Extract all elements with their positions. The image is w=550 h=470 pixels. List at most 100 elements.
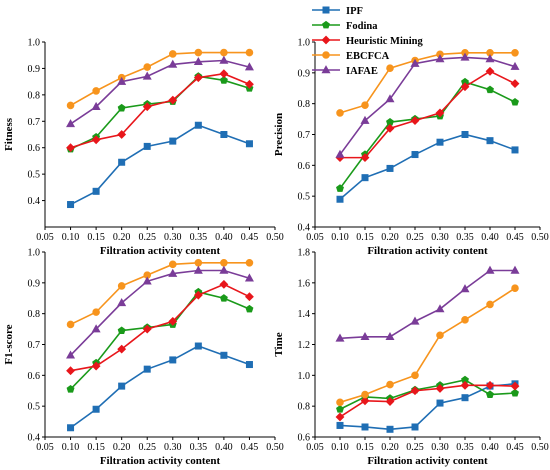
data-point-ebcfca: [436, 331, 444, 340]
data-point-heuristic-mining: [91, 361, 101, 371]
x-axis-title: Filtration activity content: [367, 245, 488, 257]
data-point-fodina: [219, 294, 228, 302]
data-point-heuristic-mining: [193, 73, 203, 83]
data-point-ebcfca: [245, 48, 254, 57]
series-line-fodina: [69, 291, 250, 390]
x-tick-label: 0.10: [331, 232, 349, 243]
data-point-iafae: [91, 101, 101, 110]
x-tick-label: 0.10: [62, 442, 80, 453]
data-point-iafae: [168, 268, 178, 277]
series-fodina: [66, 287, 254, 393]
data-point-iafae: [385, 94, 395, 103]
data-point-ebcfca: [168, 260, 177, 269]
x-tick-label: 0.50: [266, 442, 284, 453]
legend-label: Fodina: [346, 21, 378, 32]
x-tick-label: 0.25: [406, 232, 424, 243]
data-point-ebcfca: [461, 316, 469, 324]
data-point-heuristic-mining: [193, 290, 203, 300]
y-tick-label: 1.0: [28, 38, 41, 49]
x-tick-label: 0.35: [456, 232, 474, 243]
data-point-ebcfca: [220, 258, 228, 267]
data-point-heuristic-mining: [360, 153, 370, 163]
data-point-iafae: [219, 265, 229, 274]
data-point-ipf: [194, 121, 202, 129]
legend-marker: [322, 51, 330, 59]
x-tick-label: 0.15: [356, 232, 374, 243]
data-point-fodina: [486, 85, 494, 94]
x-tick-label: 0.45: [506, 442, 524, 453]
data-point-fodina: [245, 304, 254, 313]
y-axis-title: Precision: [273, 113, 285, 156]
legend-label: IPF: [346, 6, 363, 17]
data-point-heuristic-mining: [91, 135, 101, 145]
y-tick-label: 0.8: [298, 99, 311, 110]
y-tick-label: 1.8: [298, 248, 311, 259]
data-point-iafae: [66, 350, 76, 359]
legend-label: EBCFCA: [346, 51, 390, 62]
x-tick-label: 0.30: [431, 232, 449, 243]
data-point-ebcfca: [361, 101, 369, 110]
series-ipf: [336, 131, 519, 203]
data-point-iafae: [460, 284, 470, 293]
x-tick-label: 0.05: [306, 442, 324, 453]
series-line-ebcfca: [70, 51, 250, 107]
data-point-heuristic-mining: [485, 380, 495, 390]
data-point-iafae: [335, 149, 345, 158]
data-point-iafae: [142, 276, 152, 285]
data-point-ipf: [92, 187, 100, 195]
y-tick-label: 0.8: [28, 90, 41, 101]
y-tick-label: 0.9: [28, 64, 41, 75]
data-point-iafae: [66, 119, 76, 128]
data-point-heuristic-mining: [245, 292, 254, 302]
data-point-iafae: [360, 331, 370, 341]
data-point-heuristic-mining: [410, 116, 420, 126]
x-tick-label: 0.30: [431, 442, 449, 453]
data-point-fodina: [336, 405, 344, 413]
data-point-iafae: [460, 52, 470, 61]
data-point-ipf: [436, 399, 444, 407]
x-tick-label: 0.30: [164, 232, 182, 243]
y-tick-label: 0.6: [298, 433, 311, 444]
data-point-ipf: [220, 351, 228, 359]
x-tick-label: 0.25: [138, 442, 156, 453]
series-iafae: [335, 265, 520, 342]
x-tick-label: 0.20: [113, 232, 131, 243]
data-point-heuristic-mining: [460, 82, 470, 92]
data-point-iafae: [435, 304, 445, 313]
series-heuristic-mining: [335, 380, 520, 422]
y-tick-label: 0.4: [298, 223, 311, 234]
series-iafae: [66, 265, 254, 359]
data-point-ebcfca: [66, 101, 75, 110]
data-point-iafae: [410, 58, 420, 67]
data-point-ipf: [461, 131, 469, 139]
data-point-ebcfca: [194, 48, 203, 57]
data-point-iafae: [117, 76, 127, 85]
legend-label: IAFAE: [346, 66, 378, 77]
data-point-ipf: [245, 361, 253, 369]
data-point-ipf: [220, 131, 228, 139]
series-iafae: [335, 52, 520, 158]
series-line-ebcfca: [339, 287, 516, 404]
x-axis-title: Filtration activity content: [100, 455, 221, 467]
y-axis-title: Time: [273, 332, 285, 356]
x-tick-label: 0.40: [481, 442, 499, 453]
series-line-heuristic-mining: [340, 70, 516, 159]
y-tick-label: 1.4: [298, 309, 311, 320]
data-point-ipf: [194, 342, 202, 350]
y-tick-label: 0.7: [28, 340, 41, 351]
data-point-ipf: [92, 405, 100, 413]
data-point-ebcfca: [411, 371, 419, 380]
x-axis-title: Filtration activity content: [367, 455, 488, 467]
data-point-heuristic-mining: [435, 384, 445, 393]
x-tick-label: 0.35: [456, 442, 474, 453]
legend-entry-iafae: IAFAE: [312, 65, 378, 77]
y-tick-label: 0.6: [28, 143, 41, 154]
x-tick-label: 0.20: [113, 442, 131, 453]
y-tick-label: 0.7: [28, 117, 41, 128]
data-point-heuristic-mining: [485, 66, 495, 76]
x-tick-label: 0.45: [506, 232, 524, 243]
data-point-ipf: [386, 425, 394, 433]
y-tick-label: 1.0: [298, 38, 311, 49]
data-point-ebcfca: [336, 398, 344, 407]
series-line-ipf: [339, 133, 516, 200]
